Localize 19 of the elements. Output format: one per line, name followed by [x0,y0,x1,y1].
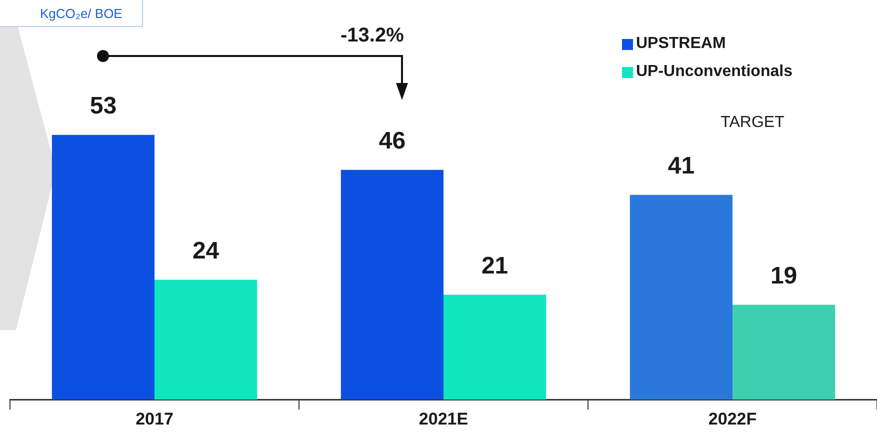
legend-label: UPSTREAM [636,35,726,53]
data-label: 41 [668,152,695,180]
data-label: 46 [378,127,406,154]
legend-label: UP-Unconventionals [636,63,792,81]
x-tick-label: 2017 [136,409,174,428]
bar [154,280,258,400]
bar [340,170,444,400]
bar [732,304,836,400]
text: TARGET [720,114,785,132]
bar [444,294,546,400]
data-label: 24 [192,237,220,264]
x-tick-label: 2021E [418,409,468,428]
data-label: 53 [90,92,117,120]
x-tick-label: 2022F [708,409,757,428]
text: -13.2% [340,24,404,46]
text: KgCO₂e/ BOE [0,0,144,27]
data-label: 21 [481,252,508,280]
data-label: 19 [770,262,798,290]
bar [630,194,732,400]
